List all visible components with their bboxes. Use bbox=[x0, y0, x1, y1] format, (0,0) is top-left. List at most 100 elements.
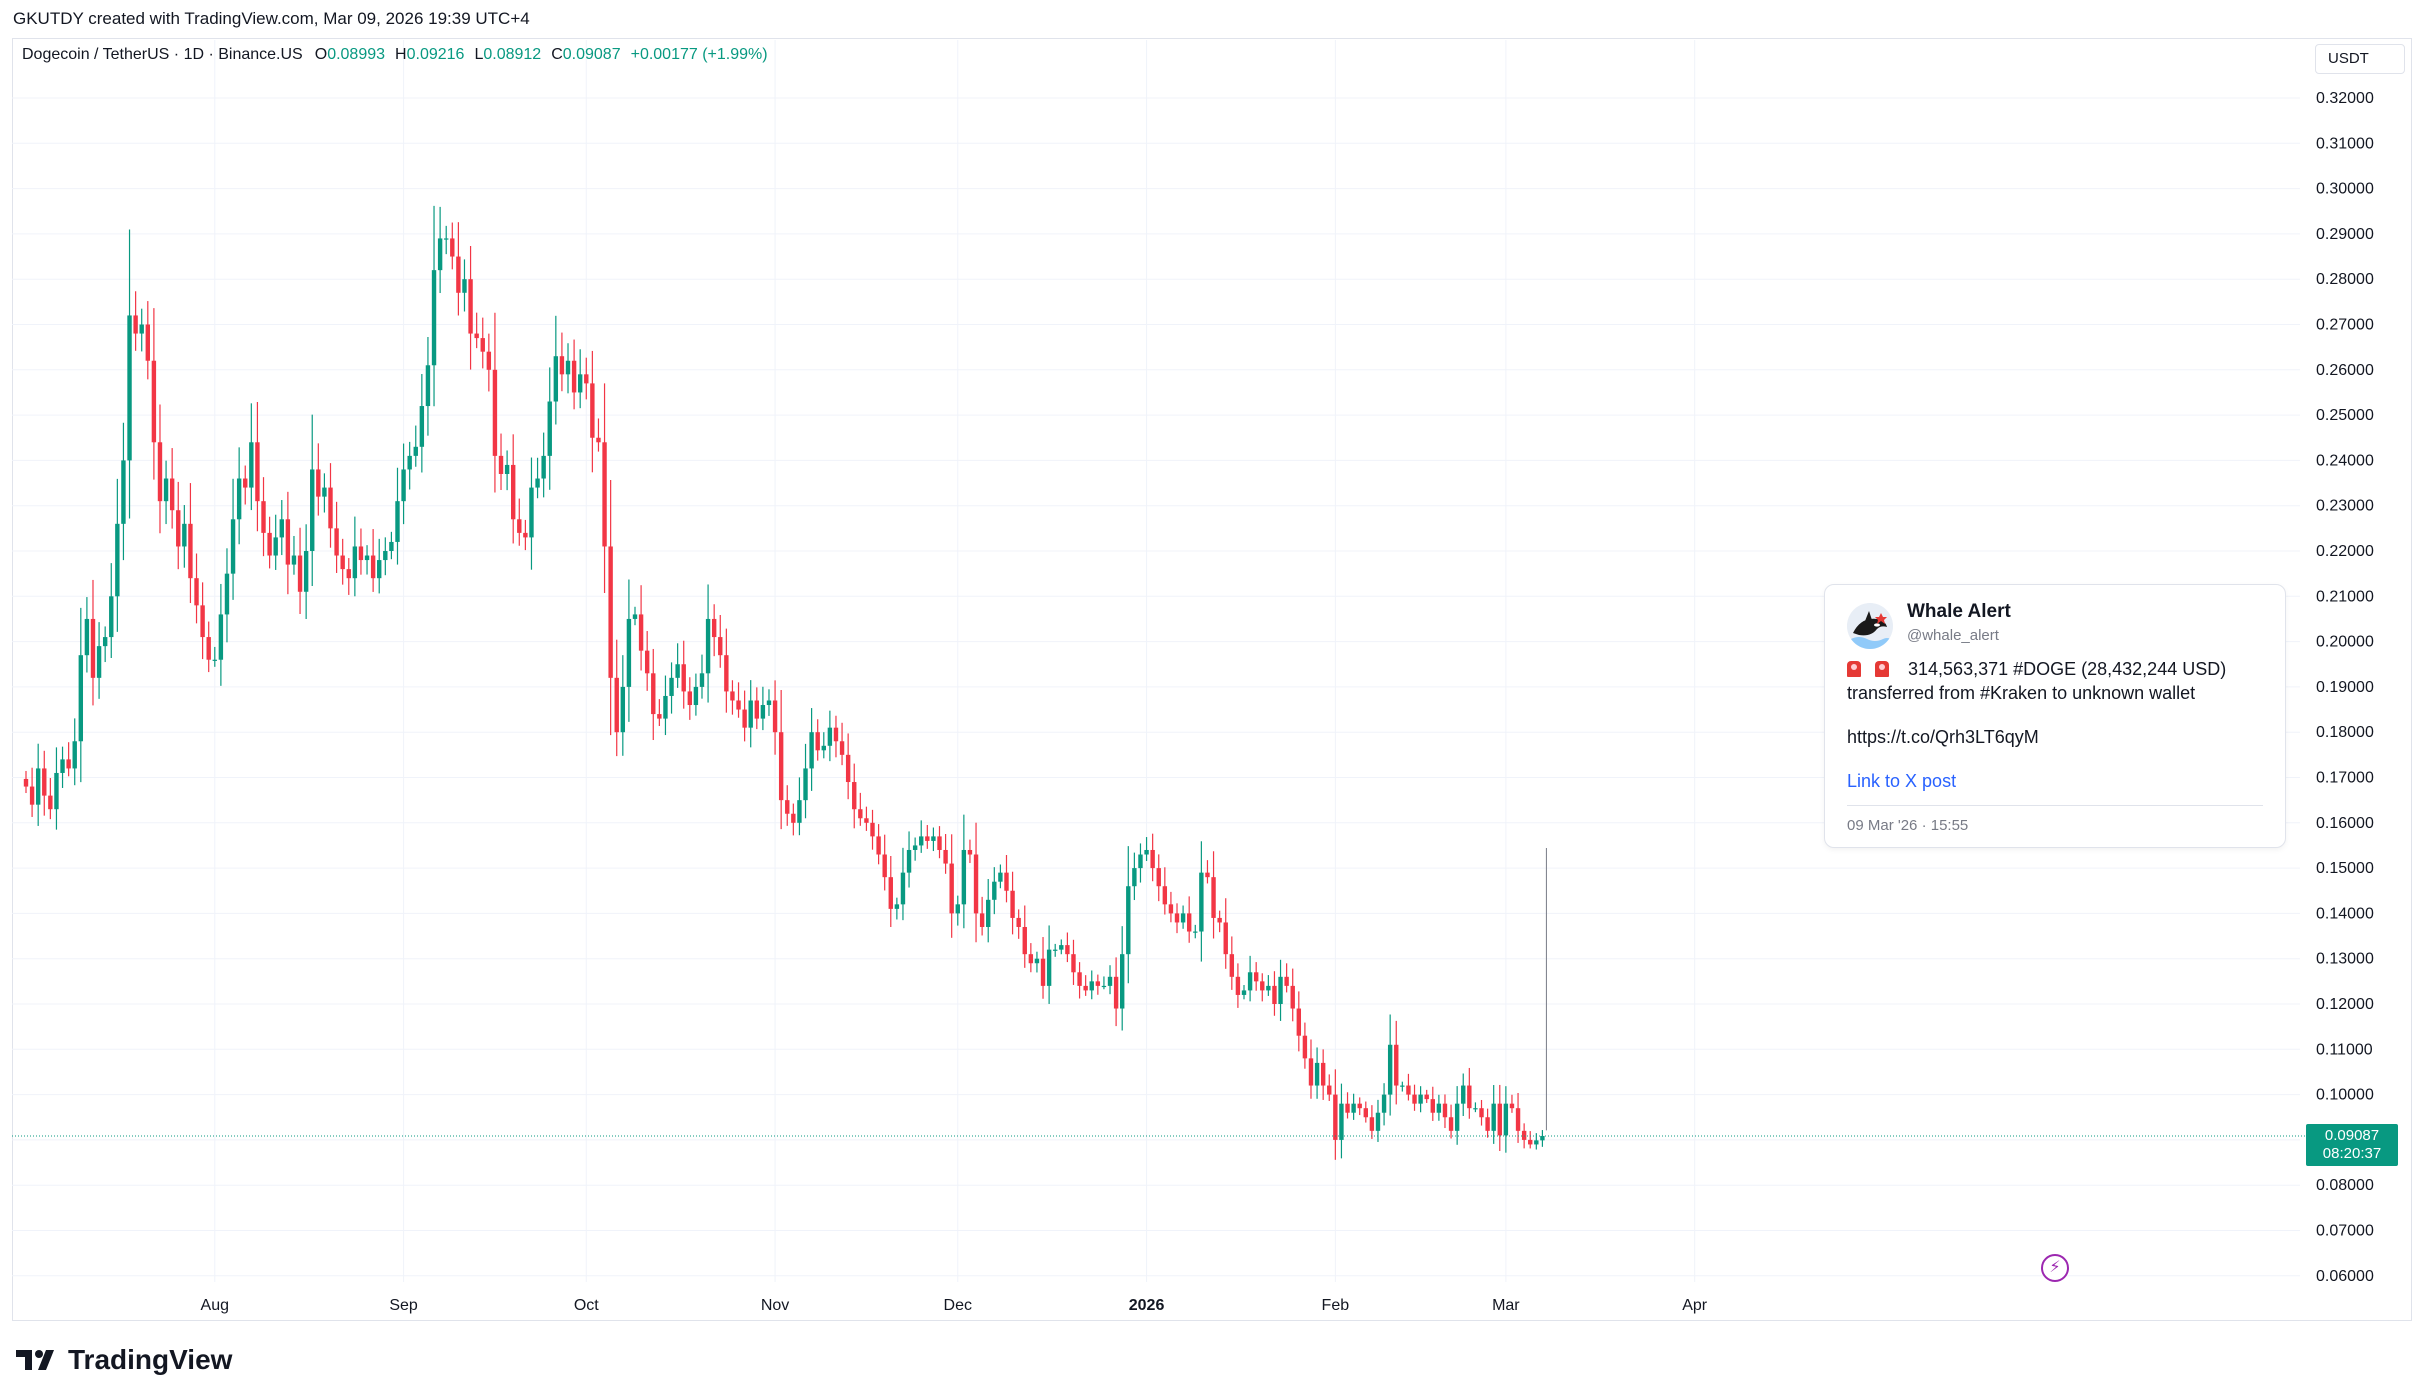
candle-body bbox=[364, 555, 370, 561]
candle-body bbox=[1120, 954, 1125, 1009]
candle-body bbox=[1229, 954, 1235, 977]
time-tick-label: Apr bbox=[1682, 1297, 1708, 1314]
candle-body bbox=[224, 573, 230, 615]
price-tick-label: 0.27000 bbox=[2316, 317, 2374, 334]
price-tick-label: 0.24000 bbox=[2316, 452, 2374, 469]
candle-body bbox=[42, 768, 47, 796]
candle-body bbox=[1028, 954, 1034, 964]
candle-body bbox=[102, 637, 108, 647]
candle-body bbox=[182, 523, 187, 547]
candle-body bbox=[188, 523, 193, 579]
candle-body bbox=[127, 315, 132, 461]
siren-icon bbox=[1847, 661, 1861, 677]
candle-body bbox=[218, 614, 224, 660]
candle-body bbox=[212, 659, 217, 661]
candle-body bbox=[614, 677, 619, 733]
candle-body bbox=[1296, 1008, 1302, 1036]
time-tick-label: Sep bbox=[389, 1297, 418, 1314]
candle-body bbox=[852, 782, 857, 810]
candle-body bbox=[711, 618, 717, 638]
candle-body bbox=[1053, 949, 1058, 951]
candle-body bbox=[644, 650, 650, 674]
candle-body bbox=[1150, 849, 1155, 869]
price-tick-label: 0.28000 bbox=[2316, 271, 2374, 288]
price-tick-label: 0.23000 bbox=[2316, 498, 2374, 515]
candle-body bbox=[1284, 976, 1289, 986]
candle-body bbox=[553, 356, 559, 402]
candle-body bbox=[243, 478, 248, 488]
candle-body bbox=[1461, 1085, 1466, 1104]
candle-body bbox=[894, 904, 900, 909]
candle-body bbox=[1485, 1117, 1490, 1131]
candle-body bbox=[1205, 872, 1210, 878]
candle-body bbox=[115, 523, 120, 597]
candle-body bbox=[535, 478, 540, 488]
price-tick-label: 0.07000 bbox=[2316, 1223, 2374, 1240]
candle-body bbox=[1467, 1085, 1472, 1109]
price-tick-label: 0.11000 bbox=[2316, 1041, 2373, 1058]
candle-body bbox=[1412, 1094, 1417, 1104]
candle-body bbox=[772, 700, 778, 733]
candle-body bbox=[1436, 1103, 1442, 1113]
price-tick-label: 0.31000 bbox=[2316, 135, 2374, 152]
candle-body bbox=[1217, 917, 1222, 923]
candle-body bbox=[1473, 1108, 1478, 1110]
popup-url[interactable]: https://t.co/Qrh3LT6qyM bbox=[1847, 727, 2039, 747]
symbol-title[interactable]: Dogecoin / TetherUS · 1D · Binance.US bbox=[22, 46, 303, 63]
candle-body bbox=[84, 618, 90, 656]
candle-body bbox=[492, 369, 498, 456]
candle-body bbox=[310, 469, 315, 551]
candle-body bbox=[1059, 945, 1064, 950]
candle-body bbox=[870, 822, 875, 837]
candle-body bbox=[687, 691, 693, 706]
candle-body bbox=[620, 686, 626, 733]
candle-body bbox=[699, 673, 705, 687]
candle-body bbox=[845, 754, 851, 783]
candle-body bbox=[1272, 985, 1277, 1004]
candle-body bbox=[474, 333, 479, 339]
candle-body bbox=[1095, 981, 1101, 986]
candle-body bbox=[602, 442, 607, 547]
lightning-icon[interactable]: ⚡ bbox=[2041, 1254, 2069, 1282]
link-to-x-post[interactable]: Link to X post bbox=[1847, 771, 1957, 791]
candle-body bbox=[1107, 976, 1113, 986]
currency-unit-button[interactable]: USDT bbox=[2315, 44, 2405, 74]
candle-body bbox=[1040, 958, 1046, 986]
candle-body bbox=[632, 614, 638, 619]
whale-alert-popup[interactable]: Whale Alert @whale_alert 314,563,371 #DO… bbox=[1824, 584, 2286, 848]
price-tick-label: 0.10000 bbox=[2316, 1087, 2374, 1104]
candle-body bbox=[1241, 990, 1247, 995]
high-value: 0.09216 bbox=[406, 46, 465, 63]
time-tick-label: Oct bbox=[574, 1297, 599, 1314]
price-tick-label: 0.30000 bbox=[2316, 181, 2374, 198]
candle-body bbox=[541, 455, 546, 479]
candle-body bbox=[1211, 877, 1216, 918]
tradingview-logo-icon bbox=[16, 1350, 54, 1370]
candle-body bbox=[96, 646, 102, 678]
tradingview-brand: TradingView bbox=[16, 1344, 232, 1376]
candle-body bbox=[1278, 976, 1283, 1004]
candle-body bbox=[1369, 1117, 1375, 1131]
candle-body bbox=[529, 487, 534, 538]
candle-body bbox=[797, 800, 802, 823]
candle-body bbox=[1387, 1044, 1393, 1095]
candle-body bbox=[888, 877, 893, 909]
candle-body bbox=[395, 501, 400, 542]
candle-body bbox=[1144, 849, 1149, 855]
candle-body bbox=[157, 442, 163, 502]
candle-body bbox=[511, 464, 516, 520]
candle-body bbox=[60, 759, 65, 773]
candle-body bbox=[425, 365, 431, 407]
candle-body bbox=[1302, 1035, 1308, 1059]
candle-body bbox=[1333, 1094, 1338, 1140]
price-tick-label: 0.14000 bbox=[2316, 905, 2374, 922]
candle-body bbox=[273, 537, 278, 556]
candle-body bbox=[1083, 985, 1088, 991]
candle-body bbox=[1168, 904, 1174, 914]
candle-body bbox=[681, 664, 686, 692]
horizontal-grid bbox=[12, 97, 2300, 1277]
candle-body bbox=[778, 732, 784, 801]
candle-body bbox=[1174, 913, 1180, 923]
candle-body bbox=[1247, 972, 1253, 991]
